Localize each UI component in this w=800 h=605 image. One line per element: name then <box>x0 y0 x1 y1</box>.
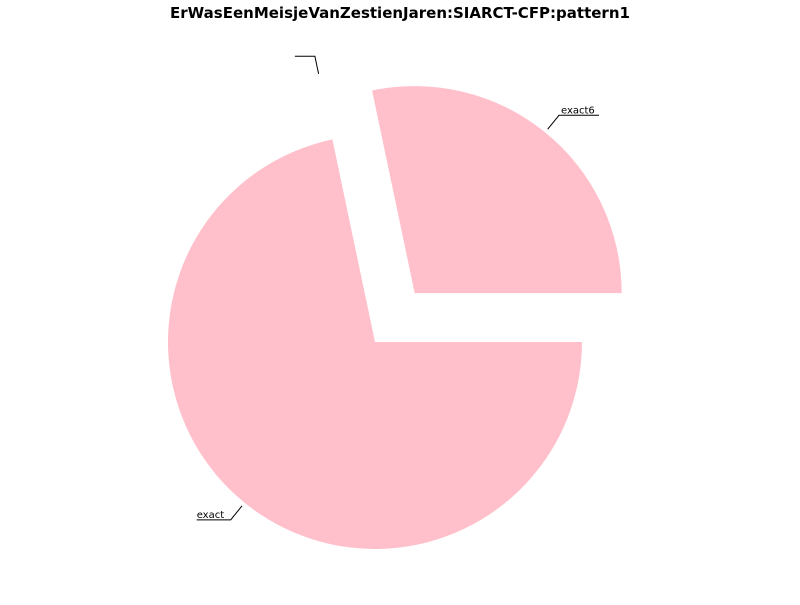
pie-slice-exact6-0 <box>372 86 622 294</box>
pie-leader-lines <box>196 55 599 521</box>
leader-line-exact-2 <box>196 505 243 521</box>
pie-slice-exact-2 <box>168 139 583 549</box>
leader-line-unlabeled-1 <box>294 55 320 74</box>
pie-slice-labels: exact6 exact <box>197 105 595 521</box>
slice-label-exact6-0: exact6 <box>561 105 595 116</box>
pie-slices <box>168 86 622 549</box>
leader-line-exact6-0 <box>547 114 599 130</box>
slice-label-exact-2: exact <box>197 510 225 521</box>
chart-title: ErWasEenMeisjeVanZestienJaren:SIARCT-CFP… <box>170 4 630 22</box>
